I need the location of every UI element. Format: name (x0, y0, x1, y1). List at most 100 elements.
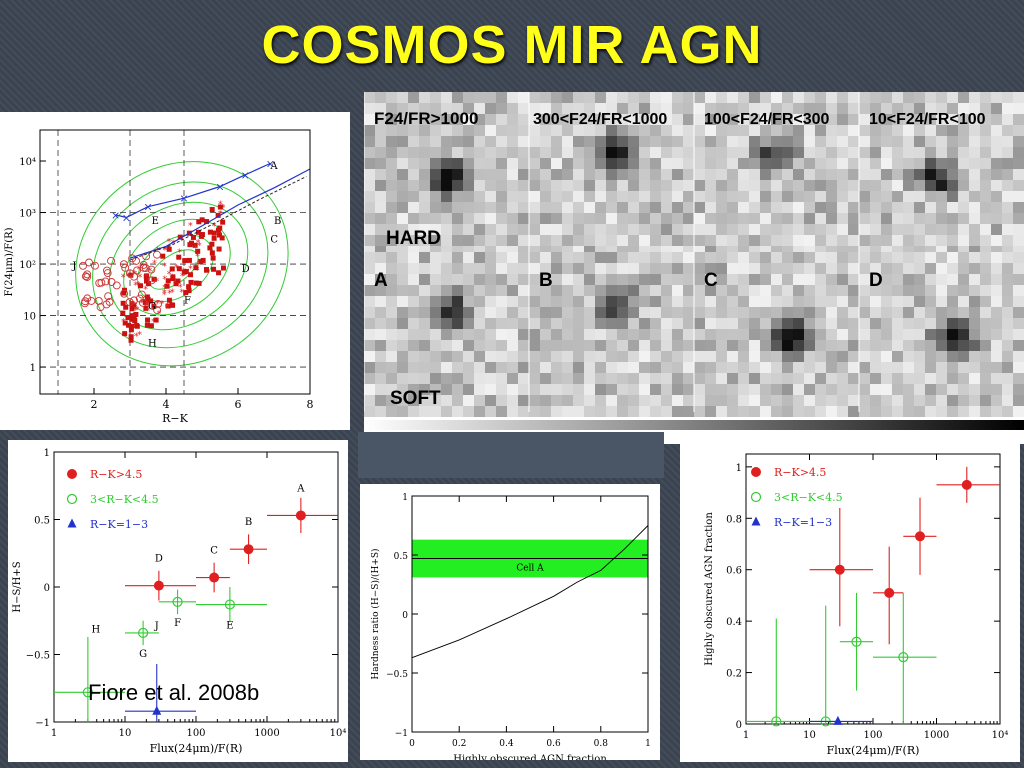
stamp-pixel (925, 373, 936, 384)
stamp-pixel (441, 224, 452, 235)
stamp-pixel (375, 318, 386, 329)
stamp-pixel (617, 158, 628, 169)
stamp-pixel (419, 114, 430, 125)
stamp-pixel (925, 362, 936, 373)
stamp-pixel (727, 318, 738, 329)
stamp-pixel (419, 191, 430, 202)
stamp-pixel (639, 180, 650, 191)
stamp-pixel (408, 191, 419, 202)
stamp-pixel (782, 92, 793, 103)
stamp-pixel (683, 213, 694, 224)
stamp-pixel (694, 307, 705, 318)
stamp-pixel (848, 125, 859, 136)
stamp-pixel (661, 114, 672, 125)
stamp-pixel (980, 340, 991, 351)
stamp-pixel (408, 158, 419, 169)
stamp-pixel (771, 202, 782, 213)
stamp-pixel (848, 307, 859, 318)
stamp-pixel (727, 169, 738, 180)
stamp-pixel (584, 114, 595, 125)
stamp-pixel (826, 318, 837, 329)
stamp-pixel (650, 224, 661, 235)
stamp-pixel (936, 136, 947, 147)
stamp-pixel (584, 169, 595, 180)
stamp-pixel (386, 169, 397, 180)
stamp-pixel (826, 296, 837, 307)
stamp-pixel (386, 103, 397, 114)
stamp-pixel (727, 329, 738, 340)
stamp-pixel (771, 362, 782, 373)
stamp-pixel (892, 136, 903, 147)
stamp-pixel (936, 235, 947, 246)
stamp-pixel (573, 340, 584, 351)
stamp-pixel (551, 351, 562, 362)
stamp-pixel (551, 252, 562, 263)
stamp-pixel (980, 373, 991, 384)
region-label: B (274, 216, 281, 227)
stamp-pixel (672, 191, 683, 202)
data-point (83, 294, 92, 303)
stamp-pixel (892, 395, 903, 406)
stamp-pixel (573, 351, 584, 362)
stamp-pixel (628, 136, 639, 147)
stamp-pixel (881, 246, 892, 257)
stamp-pixel (584, 395, 595, 406)
data-point (107, 256, 115, 265)
stamp-pixel (672, 92, 683, 103)
data-point: * (162, 262, 167, 272)
stamp-pixel (617, 213, 628, 224)
stamp-pixel (551, 114, 562, 125)
data-point (120, 300, 126, 306)
data-point: * (140, 299, 145, 309)
data-point: * (170, 289, 175, 299)
track-marker: × (241, 169, 250, 182)
stamp-pixel (441, 92, 452, 103)
stamp-pixel (738, 274, 749, 285)
stamp-pixel (595, 224, 606, 235)
stamp-pixel (694, 373, 705, 384)
stamp-pixel (837, 384, 848, 395)
stamp-pixel (947, 213, 958, 224)
stamp-pixel (936, 125, 947, 136)
data-point (129, 302, 135, 308)
stamp-pixel (947, 136, 958, 147)
x-tick-label: 100 (863, 730, 882, 741)
stamp-pixel (441, 285, 452, 296)
stamp-pixel (628, 395, 639, 406)
stamp-pixel (496, 202, 507, 213)
data-point (153, 580, 164, 591)
stamp-pixel (551, 296, 562, 307)
stamp-pixel (661, 125, 672, 136)
stamp-pixel (606, 147, 617, 158)
stamp-pixel (606, 180, 617, 191)
stamp-pixel (584, 180, 595, 191)
stamp-pixel (826, 307, 837, 318)
region-label: D (242, 264, 250, 275)
stamp-pixel (749, 274, 760, 285)
stamp-pixel (441, 329, 452, 340)
stamp-pixel (771, 136, 782, 147)
stamp-pixel (1013, 329, 1024, 340)
stamp-pixel (738, 158, 749, 169)
stamp-pixel (958, 147, 969, 158)
stamp-pixel (496, 285, 507, 296)
stamp-pixel (892, 103, 903, 114)
stamp-pixel (1002, 406, 1013, 417)
stamp-pixel (958, 285, 969, 296)
stamp-pixel (771, 340, 782, 351)
stamp-pixel (364, 318, 375, 329)
stamp-pixel (518, 103, 529, 114)
stamp-pixel (793, 169, 804, 180)
stamp-pixel (859, 307, 870, 318)
stamp-pixel (474, 103, 485, 114)
stamp-pixel (837, 395, 848, 406)
stamp-pixel (650, 285, 661, 296)
stamp-pixel (419, 274, 430, 285)
stamp-pixel (1013, 191, 1024, 202)
stamp-pixel (672, 329, 683, 340)
stamp-pixel (364, 224, 375, 235)
stamp-pixel (716, 340, 727, 351)
stamp-pixel (694, 329, 705, 340)
stamp-pixel (397, 103, 408, 114)
stamp-pixel (419, 92, 430, 103)
